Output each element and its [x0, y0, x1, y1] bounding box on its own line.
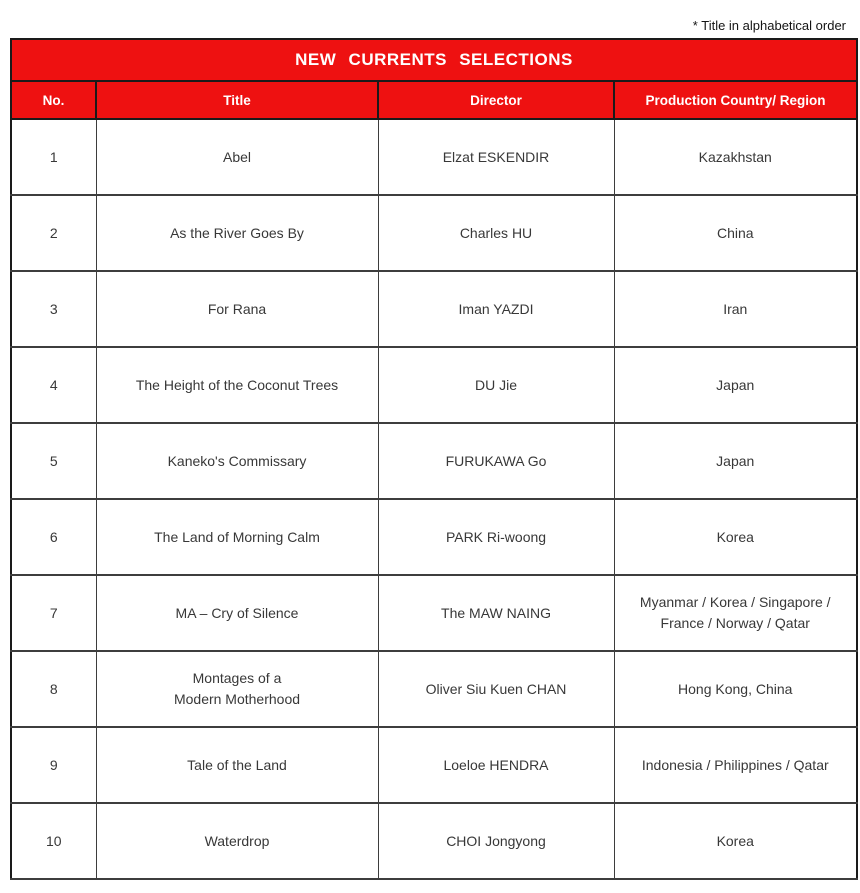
cell-no: 10	[10, 802, 97, 880]
table-row: 9 Tale of the Land Loeloe HENDRA Indonesia …	[10, 726, 858, 804]
new-currents-selections-table: NEW CURRENTS SELECTIONS No. Title Director…	[10, 38, 858, 880]
table-title-row: NEW CURRENTS SELECTIONS	[10, 38, 858, 82]
column-header-row: No. Title Director Production Country/ Regi…	[10, 80, 858, 120]
cell-director: DU Jie	[377, 346, 615, 424]
cell-title: Waterdrop	[95, 802, 379, 880]
cell-country: Japan	[613, 422, 858, 500]
table-row: 8 Montages of a Modern Motherhood Oliver S…	[10, 650, 858, 728]
cell-title: The Land of Morning Calm	[95, 498, 379, 576]
cell-director: The MAW NAING	[377, 574, 615, 652]
cell-title: Abel	[95, 118, 379, 196]
cell-title: Kaneko's Commissary	[95, 422, 379, 500]
cell-director: Loeloe HENDRA	[377, 726, 615, 804]
cell-no: 7	[10, 574, 97, 652]
cell-country: Indonesia / Philippines / Qatar	[613, 726, 858, 804]
table-row: 4 The Height of the Coconut Trees DU Jie Ja…	[10, 346, 858, 424]
table-row: 10 Waterdrop CHOI Jongyong Korea	[10, 802, 858, 880]
cell-no: 6	[10, 498, 97, 576]
cell-no: 8	[10, 650, 97, 728]
table-row: 5 Kaneko's Commissary FURUKAWA Go Japan	[10, 422, 858, 500]
cell-title: As the River Goes By	[95, 194, 379, 272]
cell-country: Hong Kong, China	[613, 650, 858, 728]
cell-country: Kazakhstan	[613, 118, 858, 196]
cell-no: 5	[10, 422, 97, 500]
column-header-title: Title	[95, 80, 379, 120]
cell-director: Elzat ESKENDIR	[377, 118, 615, 196]
cell-country: Myanmar / Korea / Singapore / France / N…	[613, 574, 858, 652]
table-row: 1 Abel Elzat ESKENDIR Kazakhstan	[10, 118, 858, 196]
cell-no: 9	[10, 726, 97, 804]
cell-director: Charles HU	[377, 194, 615, 272]
cell-director: Oliver Siu Kuen CHAN	[377, 650, 615, 728]
cell-title: For Rana	[95, 270, 379, 348]
cell-title: MA – Cry of Silence	[95, 574, 379, 652]
cell-director: FURUKAWA Go	[377, 422, 615, 500]
table-row: 2 As the River Goes By Charles HU China	[10, 194, 858, 272]
cell-title: Tale of the Land	[95, 726, 379, 804]
cell-director: Iman YAZDI	[377, 270, 615, 348]
column-header-country: Production Country/ Region	[613, 80, 858, 120]
table-row: 3 For Rana Iman YAZDI Iran	[10, 270, 858, 348]
cell-no: 1	[10, 118, 97, 196]
cell-country: Korea	[613, 498, 858, 576]
cell-no: 2	[10, 194, 97, 272]
column-header-no: No.	[10, 80, 97, 120]
cell-title: The Height of the Coconut Trees	[95, 346, 379, 424]
table-row: 7 MA – Cry of Silence The MAW NAING Myanmar…	[10, 574, 858, 652]
table-title: NEW CURRENTS SELECTIONS	[10, 38, 858, 82]
table-row: 6 The Land of Morning Calm PARK Ri-woong Ko…	[10, 498, 858, 576]
cell-country: Iran	[613, 270, 858, 348]
cell-no: 4	[10, 346, 97, 424]
alphabetical-order-note: * Title in alphabetical order	[692, 18, 846, 33]
cell-title: Montages of a Modern Motherhood	[95, 650, 379, 728]
column-header-director: Director	[377, 80, 615, 120]
cell-no: 3	[10, 270, 97, 348]
cell-country: Japan	[613, 346, 858, 424]
cell-director: PARK Ri-woong	[377, 498, 615, 576]
cell-country: Korea	[613, 802, 858, 880]
cell-country: China	[613, 194, 858, 272]
cell-director: CHOI Jongyong	[377, 802, 615, 880]
